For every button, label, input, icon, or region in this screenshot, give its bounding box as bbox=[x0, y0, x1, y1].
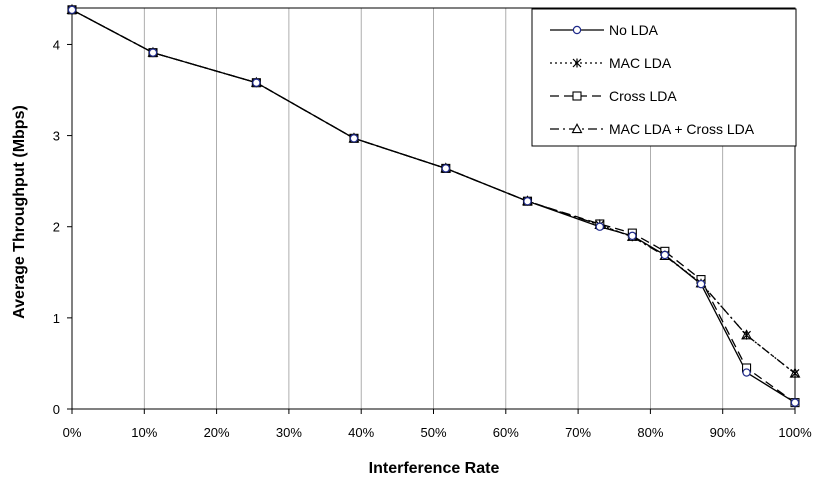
legend-label: MAC LDA bbox=[609, 55, 672, 71]
y-tick-label: 0 bbox=[53, 402, 60, 417]
legend-label: No LDA bbox=[609, 22, 659, 38]
y-tick-label: 4 bbox=[53, 37, 60, 52]
y-tick-label: 2 bbox=[53, 220, 60, 235]
y-tick-label: 3 bbox=[53, 129, 60, 144]
marker-circle bbox=[148, 48, 158, 57]
marker-circle bbox=[252, 78, 261, 87]
x-tick-label: 80% bbox=[637, 425, 663, 440]
marker-asterisk bbox=[790, 368, 800, 378]
legend: No LDA MAC LDA Cross LDA MAC LDA + Cross LD… bbox=[531, 8, 797, 147]
marker-triangle bbox=[571, 123, 583, 134]
marker-asterisk bbox=[742, 330, 751, 340]
marker-circle bbox=[595, 222, 604, 231]
legend-label: Cross LDA bbox=[609, 88, 677, 104]
x-tick-label: 60% bbox=[493, 425, 519, 440]
series-group bbox=[66, 3, 801, 408]
y-axis-title: Average Throughput (Mbps) bbox=[11, 105, 28, 319]
marker-circle bbox=[790, 398, 800, 407]
x-tick-label: 20% bbox=[204, 425, 230, 440]
x-tick-label: 90% bbox=[710, 425, 736, 440]
marker-circle bbox=[696, 279, 706, 289]
series-line-no-lda bbox=[71, 9, 796, 404]
marker-asterisk bbox=[572, 58, 582, 68]
series-line-cross-lda bbox=[71, 9, 796, 404]
x-axis-ticks: 0% 10% 20% 30% 40% 50% 60% 70% 80% 90% 100% bbox=[63, 409, 812, 440]
x-tick-label: 0% bbox=[63, 425, 82, 440]
x-tick-label: 50% bbox=[420, 425, 446, 440]
marker-circle bbox=[742, 368, 751, 377]
y-tick-label: 1 bbox=[53, 311, 60, 326]
x-tick-label: 100% bbox=[778, 425, 812, 440]
marker-circle bbox=[572, 25, 582, 35]
marker-circle bbox=[67, 5, 77, 15]
marker-circle bbox=[523, 197, 532, 206]
marker-square bbox=[572, 91, 582, 101]
legend-label: MAC LDA + Cross LDA bbox=[609, 121, 755, 137]
x-tick-label: 10% bbox=[131, 425, 157, 440]
x-tick-label: 70% bbox=[565, 425, 591, 440]
marker-circle bbox=[660, 250, 670, 260]
marker-circle bbox=[441, 164, 450, 173]
marker-circle bbox=[349, 134, 359, 143]
x-axis-title: Interference Rate bbox=[369, 460, 500, 477]
marker-circle bbox=[628, 231, 637, 241]
y-axis-ticks: 0 1 2 3 4 bbox=[53, 37, 72, 417]
x-tick-label: 30% bbox=[276, 425, 302, 440]
x-tick-label: 40% bbox=[348, 425, 374, 440]
